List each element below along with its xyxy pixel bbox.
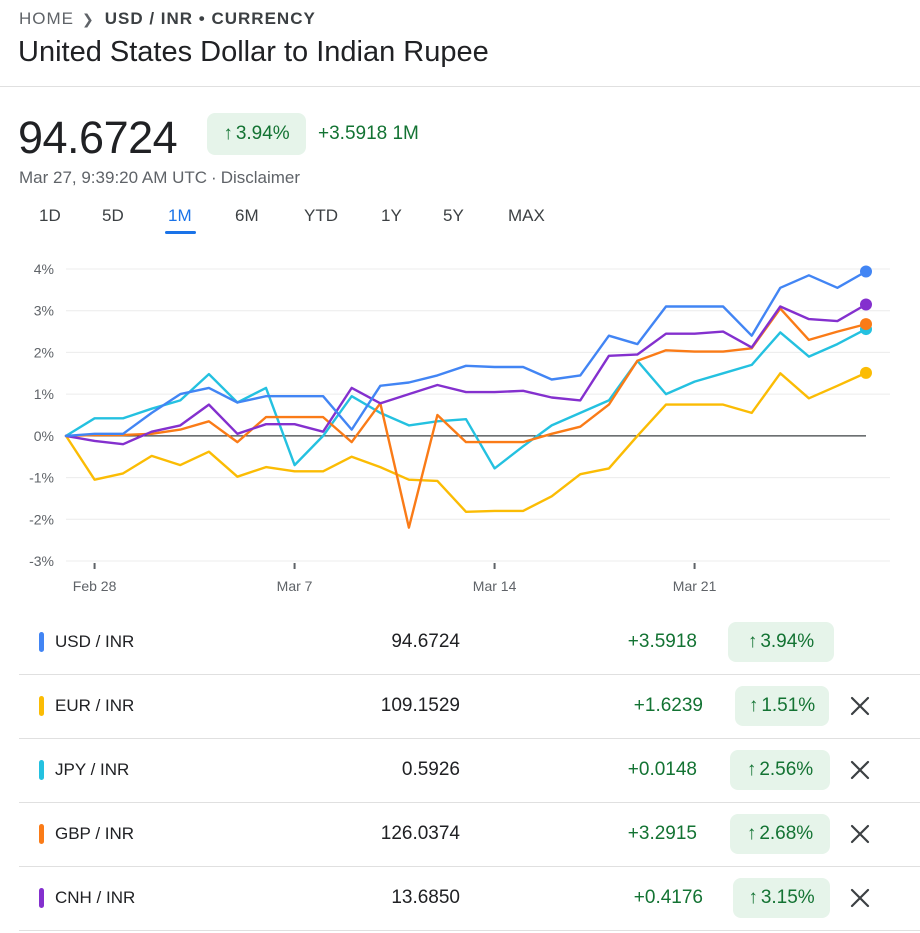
series-color-swatch [39,632,44,652]
y-tick-label: -2% [29,511,54,527]
row-divider [19,930,920,931]
close-icon[interactable] [848,694,872,718]
series-line-jpy [64,327,868,470]
pair-percent-value: 3.15% [760,887,815,908]
row-divider [19,738,920,739]
tab-1m[interactable]: 1M [168,206,192,225]
pair-percent-value: 2.56% [759,759,814,780]
pair-change: +1.6239 [633,695,703,716]
comparison-row[interactable]: GBP / INR 126.0374 +3.2915 ↑ 2.68% [0,802,920,866]
arrow-up-icon: ↑ [746,823,757,844]
series-color-swatch [39,696,44,716]
series-line-gbp [64,307,868,529]
chevron-right-icon: ❯ [82,10,95,27]
pair-name: JPY / INR [55,760,130,779]
y-tick-label: 2% [34,344,54,360]
comparison-row[interactable]: JPY / INR 0.5926 +0.0148 ↑ 2.56% [0,738,920,802]
y-tick-label: -1% [29,470,54,486]
arrow-up-icon: ↑ [746,759,757,780]
series-endpoint-cnh [860,298,872,311]
x-tick-label: Mar 7 [277,578,313,594]
pair-change: +0.0148 [627,759,697,780]
x-tick-label: Mar 14 [473,578,517,594]
title-divider [0,86,920,87]
y-tick-label: 0% [34,428,54,444]
current-price: 94.6724 [18,112,178,163]
disclaimer-link[interactable]: Disclaimer [220,168,301,187]
pair-name: CNH / INR [55,888,136,907]
active-tab-indicator [165,231,196,234]
pair-name: USD / INR [55,632,135,651]
comparison-row[interactable]: USD / INR 94.6724 +3.5918 ↑ 3.94% [0,610,920,674]
y-tick-label: 4% [34,261,54,277]
quote-timestamp-line: Mar 27, 9:39:20 AM UTC · Disclaimer [19,168,300,188]
breadcrumb: HOME ❯ USD / INR • CURRENCY [19,9,316,29]
comparison-row[interactable]: CNH / INR 13.6850 +0.4176 ↑ 3.15% [0,866,920,930]
pair-percent-badge: ↑ 3.15% [733,878,830,918]
pair-change: +3.2915 [627,823,697,844]
row-divider [19,674,920,675]
pair-percent-badge: ↑ 1.51% [735,686,829,726]
pair-percent-value: 3.94% [760,631,815,652]
pair-price: 126.0374 [380,823,460,844]
y-tick-label: 1% [34,386,54,402]
pair-price: 13.6850 [391,887,460,908]
x-tick-label: Feb 28 [73,578,117,594]
arrow-up-icon: ↑ [223,123,233,144]
arrow-up-icon: ↑ [747,631,758,652]
comparison-row[interactable]: EUR / INR 109.1529 +1.6239 ↑ 1.51% [0,674,920,738]
series-line-eur [64,371,868,513]
series-line-cnh [64,303,868,446]
series-endpoint-gbp [860,318,872,331]
series-color-swatch [39,760,44,780]
row-divider [19,866,920,867]
series-line-usd [64,270,868,438]
tab-max[interactable]: MAX [508,206,545,225]
series-endpoint-eur [860,366,872,379]
range-tabs: 1D 5D 1M 6M YTD 1Y 5Y MAX [0,200,600,236]
pair-change: +3.5918 [627,631,697,652]
pair-name: GBP / INR [55,824,135,843]
tab-5y[interactable]: 5Y [443,206,464,225]
percent-change-value: 3.94% [235,123,290,144]
tab-1y[interactable]: 1Y [381,206,402,225]
pair-price: 94.6724 [391,631,460,652]
x-tick-label: Mar 21 [673,578,717,594]
breadcrumb-home-link[interactable]: HOME [19,9,74,28]
pair-percent-badge: ↑ 3.94% [728,622,834,662]
page-title: United States Dollar to Indian Rupee [18,36,489,68]
close-icon[interactable] [848,822,872,846]
percent-change-badge: ↑ 3.94% [207,113,306,155]
series-endpoint-usd [860,265,872,278]
row-divider [19,802,920,803]
quote-timestamp: Mar 27, 9:39:20 AM UTC [19,168,208,187]
pair-change: +0.4176 [633,887,703,908]
separator-dot: · [211,168,217,187]
tab-5d[interactable]: 5D [102,206,124,225]
pair-name: EUR / INR [55,696,135,715]
pair-price: 109.1529 [380,695,460,716]
tab-6m[interactable]: 6M [235,206,259,225]
breadcrumb-current: USD / INR • CURRENCY [104,9,316,28]
y-tick-label: -3% [29,553,54,569]
series-color-swatch [39,824,44,844]
tab-ytd[interactable]: YTD [304,206,338,225]
absolute-change: +3.5918 1M [318,123,419,144]
close-icon[interactable] [848,886,872,910]
pair-price: 0.5926 [401,759,460,780]
pair-percent-badge: ↑ 2.56% [730,750,830,790]
arrow-up-icon: ↑ [748,887,758,908]
close-icon[interactable] [848,758,872,782]
arrow-up-icon: ↑ [748,695,759,716]
pair-percent-value: 2.68% [759,823,814,844]
comparison-line-chart[interactable]: 4% 3% 2% 1% 0% -1% -2% -3% Feb 28 Mar 7 Mar 14 Mar … [0,245,920,600]
series-color-swatch [39,888,44,908]
tab-1d[interactable]: 1D [39,206,61,225]
pair-percent-badge: ↑ 2.68% [730,814,830,854]
y-tick-label: 3% [34,303,54,319]
pair-percent-value: 1.51% [761,695,816,716]
